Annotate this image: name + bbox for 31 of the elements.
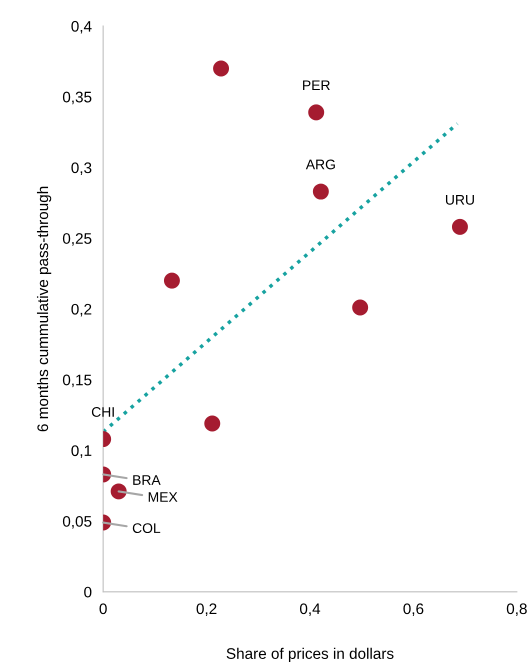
y-tick-label: 0,1 (71, 445, 92, 458)
x-tick-label: 0,6 (403, 603, 424, 616)
y-tick-label: 0,4 (71, 20, 92, 34)
x-axis-title: Share of prices in dollars (226, 648, 394, 662)
x-tick-label: 0,4 (300, 603, 320, 616)
point (110, 483, 127, 500)
y-tick-label: 0 (84, 586, 92, 598)
x-tick-label: 0,2 (196, 603, 216, 616)
point (204, 416, 220, 432)
point (308, 104, 324, 120)
y-axis-title: 6 months cummulative pass-through (36, 186, 52, 432)
point (452, 218, 468, 235)
annotation: CHI (92, 407, 114, 417)
annotation: BRA (133, 475, 161, 485)
y-tick-label: 0,25 (62, 233, 92, 246)
annotation: PER (303, 80, 330, 90)
y-tick-label: 0,3 (71, 162, 92, 175)
annotation: MEX (148, 492, 178, 502)
point (352, 300, 368, 316)
point (213, 60, 230, 76)
annotation: ARG (306, 160, 335, 170)
annotation: COL (132, 523, 160, 534)
annotation: URU (446, 195, 474, 205)
x-tick-label: 0 (100, 603, 107, 614)
y-tick-label: 0,2 (71, 304, 92, 316)
point (312, 184, 329, 200)
point (164, 272, 180, 289)
y-tick-label: 0,05 (62, 516, 92, 529)
x-tick-label: 0,8 (506, 603, 527, 616)
y-tick-label: 0,35 (62, 92, 92, 104)
y-tick-label: 0,15 (62, 374, 92, 388)
